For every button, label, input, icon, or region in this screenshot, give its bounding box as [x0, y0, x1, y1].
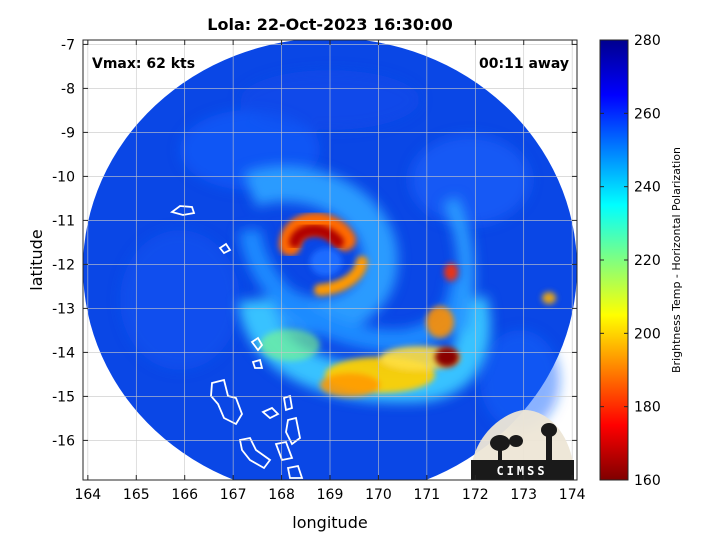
x-tick-label: 170	[365, 487, 392, 503]
y-tick-label: -11	[52, 213, 75, 229]
y-tick-label: -7	[61, 37, 75, 53]
y-axis: -7 -8 -9 -10 -11 -12 -13 -14 -15 -16	[52, 37, 577, 449]
grid-lines	[83, 40, 577, 480]
colorbar-tick-label: 200	[634, 326, 661, 342]
colorbar-ticks: 160 180 200 220 240 260 280	[600, 33, 661, 489]
y-tick-label: -14	[52, 345, 75, 361]
chart-title: Lola: 22-Oct-2023 16:30:00	[207, 15, 452, 34]
x-tick-label: 169	[317, 487, 344, 503]
logo-text: CIMSS	[496, 464, 547, 478]
colorbar-tick-label: 260	[634, 106, 661, 122]
colorbar	[599, 39, 629, 481]
x-axis: 164 165 166 167 168 169 170 171 172 173 174	[74, 40, 586, 503]
storm-eyewall	[279, 212, 459, 367]
y-tick-label: -9	[61, 125, 75, 141]
island-outlines	[169, 205, 304, 479]
x-tick-label: 174	[559, 487, 586, 503]
colorbar-tick-label: 280	[634, 33, 661, 49]
y-tick-label: -8	[61, 81, 75, 97]
y-axis-label: latitude	[27, 229, 46, 290]
y-tick-label: -13	[52, 301, 75, 317]
y-tick-label: -10	[52, 169, 75, 185]
colorbar-tick-label: 180	[634, 400, 661, 416]
colorbar-label: Brightness Temp - Horizontal Polarizatio…	[670, 147, 683, 373]
x-tick-label: 172	[462, 487, 489, 503]
x-tick-label: 171	[413, 487, 440, 503]
y-tick-label: -15	[52, 389, 75, 405]
y-tick-label: -16	[52, 433, 75, 449]
y-tick-label: -12	[52, 257, 75, 273]
x-tick-label: 173	[510, 487, 537, 503]
x-tick-label: 165	[123, 487, 150, 503]
vmax-annotation: Vmax: 62 kts	[92, 56, 195, 72]
colorbar-tick-label: 240	[634, 180, 661, 196]
x-tick-label: 166	[171, 487, 198, 503]
x-tick-label: 164	[74, 487, 101, 503]
time-away-annotation: 00:11 away	[479, 56, 569, 72]
colorbar-tick-label: 160	[634, 473, 661, 489]
cimss-logo: CIMSS	[471, 410, 574, 480]
x-tick-label: 167	[220, 487, 247, 503]
x-tick-label: 168	[268, 487, 295, 503]
x-axis-label: longitude	[292, 513, 367, 532]
colorbar-tick-label: 220	[634, 253, 661, 269]
